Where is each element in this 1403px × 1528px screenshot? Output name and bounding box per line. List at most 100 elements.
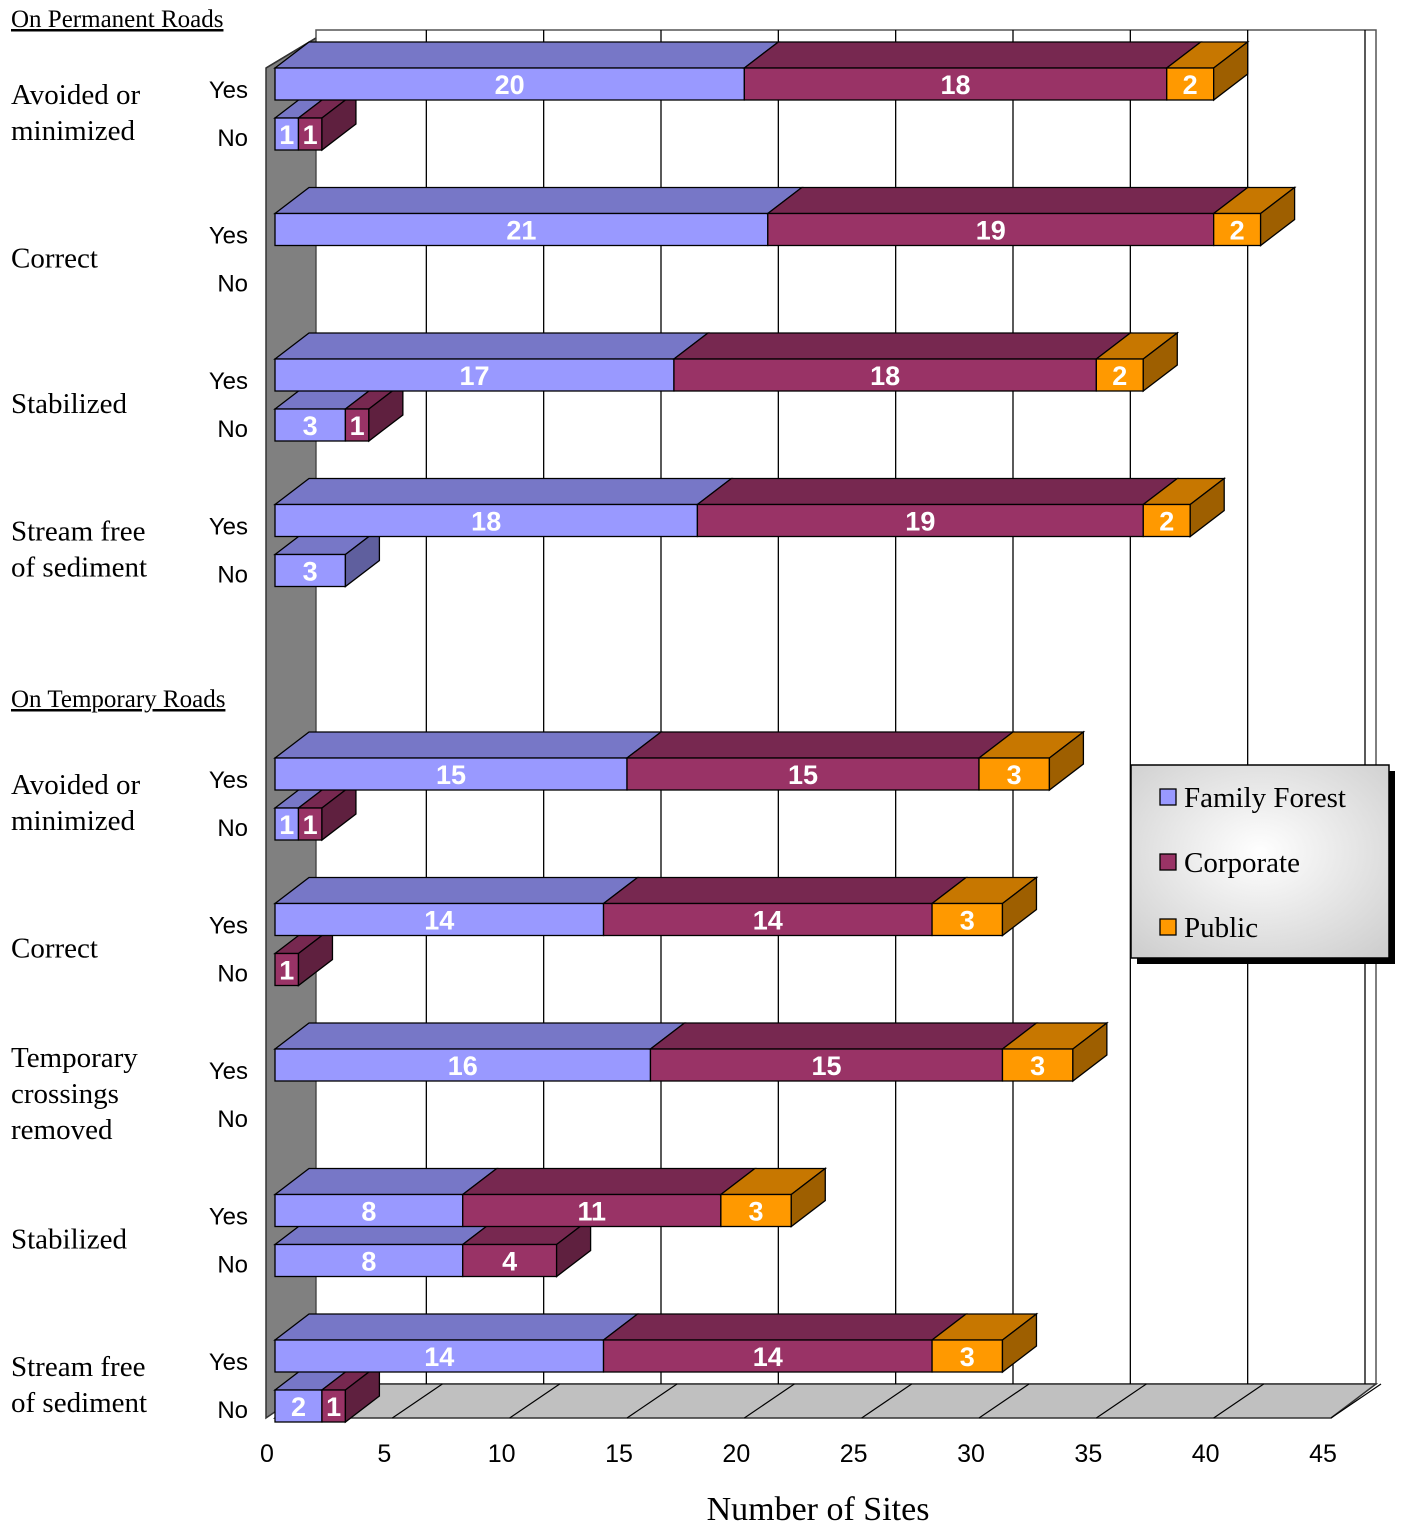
- data-label: 3: [1030, 1051, 1045, 1081]
- bar-segment: 19: [695, 477, 1180, 538]
- category-label: Correct: [11, 243, 98, 275]
- category-label: minimized: [11, 805, 136, 837]
- data-label: 3: [303, 557, 318, 587]
- bar-segment: 3: [718, 1167, 828, 1228]
- category-label: removed: [11, 1114, 113, 1146]
- category-label: minimized: [11, 115, 136, 147]
- data-label: 1: [279, 956, 294, 986]
- bar-front-face: [274, 408, 347, 442]
- answer-label-yes: Yes: [209, 913, 248, 940]
- bar-segment: 14: [273, 876, 640, 937]
- data-label: 8: [361, 1247, 376, 1277]
- x-tick-label: 25: [840, 1440, 868, 1468]
- category-label: Stream free: [11, 1351, 145, 1383]
- data-label: 1: [279, 120, 294, 150]
- bar-side-face: [1142, 331, 1178, 393]
- bar-top-face: [765, 186, 1250, 215]
- bar-front-face: [931, 1339, 1004, 1373]
- data-label: 2: [291, 1392, 306, 1422]
- bar-top-face: [460, 1167, 757, 1196]
- bar-segment: 15: [273, 731, 663, 791]
- bar-front-face: [602, 902, 933, 937]
- bar-side-face: [1189, 477, 1225, 538]
- data-label: 3: [303, 411, 318, 441]
- floor-gridline: [1330, 1383, 1382, 1419]
- category-label: Temporary: [11, 1042, 138, 1074]
- bar-top-face: [273, 332, 710, 360]
- x-tick-label: 30: [957, 1440, 985, 1468]
- bar-top-face: [672, 332, 1133, 360]
- bar-top-face: [742, 41, 1203, 69]
- bar-front-face: [274, 503, 699, 538]
- x-tick-label: 5: [377, 1440, 391, 1468]
- bar-side-face: [790, 1167, 826, 1228]
- bar-segment: 15: [648, 1022, 1039, 1082]
- bar-front-face: [274, 553, 347, 588]
- data-label: 1: [303, 810, 318, 840]
- bar-front-face: [274, 902, 605, 937]
- bar-top-face: [273, 731, 663, 759]
- bar-top-face: [273, 186, 804, 215]
- bar-segment: 2: [273, 1363, 358, 1423]
- bar-segment: 19: [765, 186, 1250, 247]
- bar-top-face: [695, 477, 1180, 506]
- x-tick-label: 45: [1309, 1440, 1337, 1468]
- bar-front-face: [931, 902, 1004, 937]
- bar-segment: 21: [273, 186, 804, 247]
- data-label: 11: [578, 1197, 607, 1227]
- bar-segment: 15: [625, 731, 1015, 791]
- category-label: Correct: [11, 933, 98, 965]
- bar-front-face: [743, 67, 1168, 101]
- bar-front-face: [978, 757, 1051, 791]
- bar-side-face: [344, 527, 381, 588]
- bar-segment: 16: [273, 1022, 687, 1082]
- data-label: 14: [753, 906, 783, 936]
- bar-side-face: [321, 780, 357, 842]
- bar-top-face: [273, 1313, 640, 1341]
- legend-swatch: [1159, 853, 1177, 871]
- bar-segment: 3: [977, 730, 1086, 792]
- answer-label-yes: Yes: [209, 77, 248, 104]
- floor-gridline: [626, 1383, 678, 1419]
- bar-front-face: [462, 1193, 722, 1228]
- bar-segment: 17: [273, 332, 710, 392]
- bar-front-face: [274, 757, 628, 791]
- answer-label-no: No: [217, 1252, 248, 1279]
- bar-side-face: [555, 1217, 592, 1278]
- bar-segment: 11: [460, 1167, 757, 1228]
- answer-label-yes: Yes: [209, 223, 248, 250]
- data-label: 2: [1183, 70, 1198, 100]
- bar-top-face: [273, 477, 734, 506]
- section-title: On Permanent Roads: [11, 6, 223, 33]
- data-label: 18: [870, 361, 900, 391]
- floor-gridline: [391, 1383, 443, 1419]
- bar-top-face: [273, 41, 781, 69]
- answer-label-yes: Yes: [209, 368, 248, 395]
- data-label: 3: [749, 1197, 764, 1227]
- category-label: Stabilized: [11, 388, 127, 420]
- bar-side-face: [368, 381, 404, 443]
- data-label: 17: [459, 361, 489, 391]
- bar-side-face: [1001, 876, 1038, 937]
- answer-label-no: No: [217, 961, 248, 988]
- answer-label-no: No: [217, 125, 248, 152]
- answer-label-no: No: [217, 416, 248, 443]
- data-label: 18: [471, 507, 501, 537]
- bar-segment: 2: [1141, 477, 1227, 538]
- bar-top-face: [648, 1022, 1039, 1050]
- data-label: 2: [1159, 507, 1174, 537]
- category-label: Stabilized: [11, 1224, 127, 1256]
- data-label: 15: [788, 760, 818, 790]
- floor-gridline: [861, 1383, 913, 1419]
- x-tick-label: 35: [1074, 1440, 1102, 1468]
- bar-side-face: [1072, 1021, 1108, 1083]
- bar-front-face: [274, 1243, 464, 1278]
- bar-top-face: [273, 1022, 687, 1050]
- category-label: crossings: [11, 1078, 119, 1110]
- legend-label: Family Forest: [1184, 782, 1346, 814]
- bar-front-face: [1213, 212, 1262, 247]
- x-tick-label: 20: [722, 1440, 750, 1468]
- bar-side-face: [1001, 1312, 1038, 1374]
- bar-front-face: [462, 1243, 558, 1278]
